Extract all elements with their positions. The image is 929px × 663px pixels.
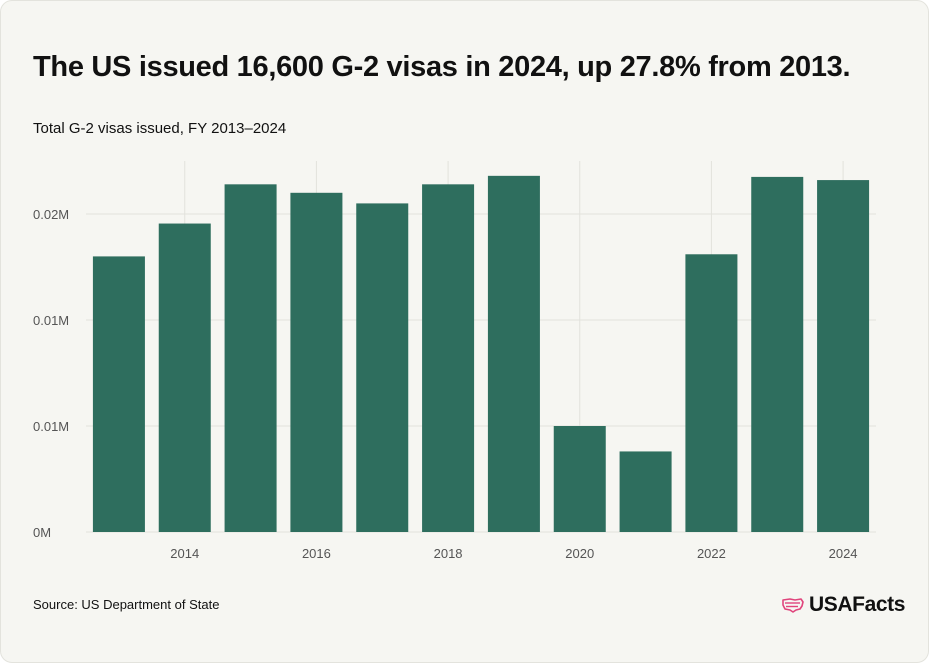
bar-2015[interactable] [224, 184, 277, 532]
us-map-icon [782, 598, 804, 613]
bar-2020[interactable] [553, 426, 606, 532]
chart-subtitle: Total G-2 visas issued, FY 2013–2024 [33, 120, 287, 137]
bar-2021[interactable] [619, 451, 672, 532]
bar-2019[interactable] [487, 175, 540, 532]
x-tick-label: 2016 [302, 546, 331, 561]
bar-chart: 0M 0.01M 0.01M 0.02M 2014 2016 2018 2020 2022 202… [33, 161, 876, 561]
y-tick-label: 0.01M [33, 419, 69, 434]
bar-2023[interactable] [751, 176, 804, 532]
bar-2018[interactable] [422, 184, 475, 532]
usafacts-logo[interactable]: USAFacts [781, 593, 905, 617]
x-tick-label: 2018 [434, 546, 463, 561]
x-tick-label: 2014 [170, 546, 199, 561]
bar-2014[interactable] [158, 223, 211, 532]
y-tick-label: 0.02M [33, 207, 69, 222]
bar-2013[interactable] [92, 256, 145, 532]
y-tick-label: 0M [33, 525, 51, 540]
bar-2024[interactable] [817, 180, 870, 532]
y-tick-label: 0.01M [33, 313, 69, 328]
bar-2016[interactable] [290, 192, 343, 533]
bar-2022[interactable] [685, 254, 738, 532]
bar-2017[interactable] [356, 203, 409, 532]
x-tick-label: 2020 [565, 546, 594, 561]
x-tick-label: 2022 [697, 546, 726, 561]
source-note: Source: US Department of State [33, 597, 220, 612]
chart-title: The US issued 16,600 G-2 visas in 2024, … [33, 51, 851, 83]
logo-text: USAFacts [809, 593, 905, 616]
x-tick-label: 2024 [829, 546, 858, 561]
